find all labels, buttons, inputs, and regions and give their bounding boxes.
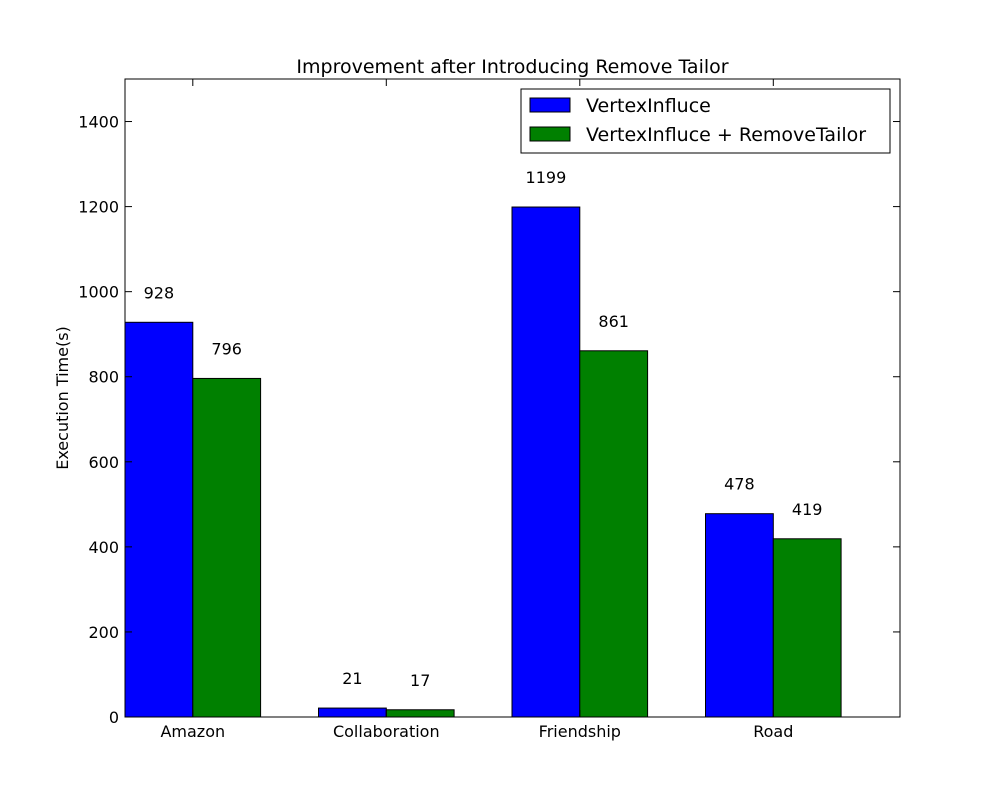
y-tick-label: 800 bbox=[88, 368, 119, 387]
y-tick-label: 0 bbox=[109, 708, 119, 727]
bar-amazon-series-2 bbox=[192, 377, 262, 718]
legend-swatch-vertexinfluce bbox=[529, 97, 571, 113]
y-tick-label: 400 bbox=[88, 538, 119, 557]
data-label-friendship-series-2: 861 bbox=[598, 312, 629, 331]
x-axis: Amazon Collaboration Friendship Road bbox=[160, 79, 793, 741]
y-axis-label: Execution Time(s) bbox=[53, 326, 72, 470]
y-tick-label: 200 bbox=[88, 623, 119, 642]
bar-collaboration-series-2 bbox=[385, 709, 455, 718]
bar-amazon-series-1 bbox=[124, 321, 194, 718]
bar-road-series-1 bbox=[705, 513, 774, 718]
x-tick-label-collaboration: Collaboration bbox=[333, 722, 440, 741]
bar-friendship-series-2 bbox=[579, 350, 649, 718]
bars-layer bbox=[124, 206, 842, 718]
y-axis: 0 200 400 600 800 1000 1200 1400 bbox=[78, 113, 900, 727]
data-label-collaboration-series-1: 21 bbox=[342, 669, 362, 688]
bar-friendship-series-1 bbox=[511, 206, 581, 718]
plot-area-frame bbox=[124, 78, 901, 718]
data-label-amazon-series-1: 928 bbox=[144, 283, 175, 302]
data-label-road-series-1: 478 bbox=[724, 475, 755, 494]
x-tick-label-friendship: Friendship bbox=[539, 722, 621, 741]
legend-swatch-vertexinfluce-removetailor bbox=[529, 126, 571, 142]
legend-label-vertexinfluce-removetailor: VertexInfluce + RemoveTailor bbox=[586, 124, 866, 146]
y-tick-label: 1000 bbox=[78, 283, 119, 302]
chart-title: Improvement after Introducing Remove Tai… bbox=[296, 56, 728, 78]
legend-label-vertexinfluce: VertexInfluce bbox=[586, 95, 711, 117]
legend: VertexInfluce VertexInfluce + RemoveTail… bbox=[520, 88, 891, 154]
y-tick-label: 1400 bbox=[78, 113, 119, 132]
y-tick-label: 1200 bbox=[78, 198, 119, 217]
y-tick-label: 600 bbox=[88, 453, 119, 472]
x-tick-label-amazon: Amazon bbox=[160, 722, 225, 741]
bar-collaboration-series-1 bbox=[318, 707, 387, 718]
data-labels-layer: 928 796 21 17 1199 861 478 419 bbox=[144, 168, 823, 690]
data-label-friendship-series-1: 1199 bbox=[526, 168, 567, 187]
data-label-road-series-2: 419 bbox=[792, 500, 823, 519]
bar-road-series-2 bbox=[772, 538, 842, 718]
data-label-collaboration-series-2: 17 bbox=[410, 671, 430, 690]
data-label-amazon-series-2: 796 bbox=[211, 339, 242, 358]
x-tick-label-road: Road bbox=[753, 722, 793, 741]
legend-box bbox=[520, 88, 891, 154]
